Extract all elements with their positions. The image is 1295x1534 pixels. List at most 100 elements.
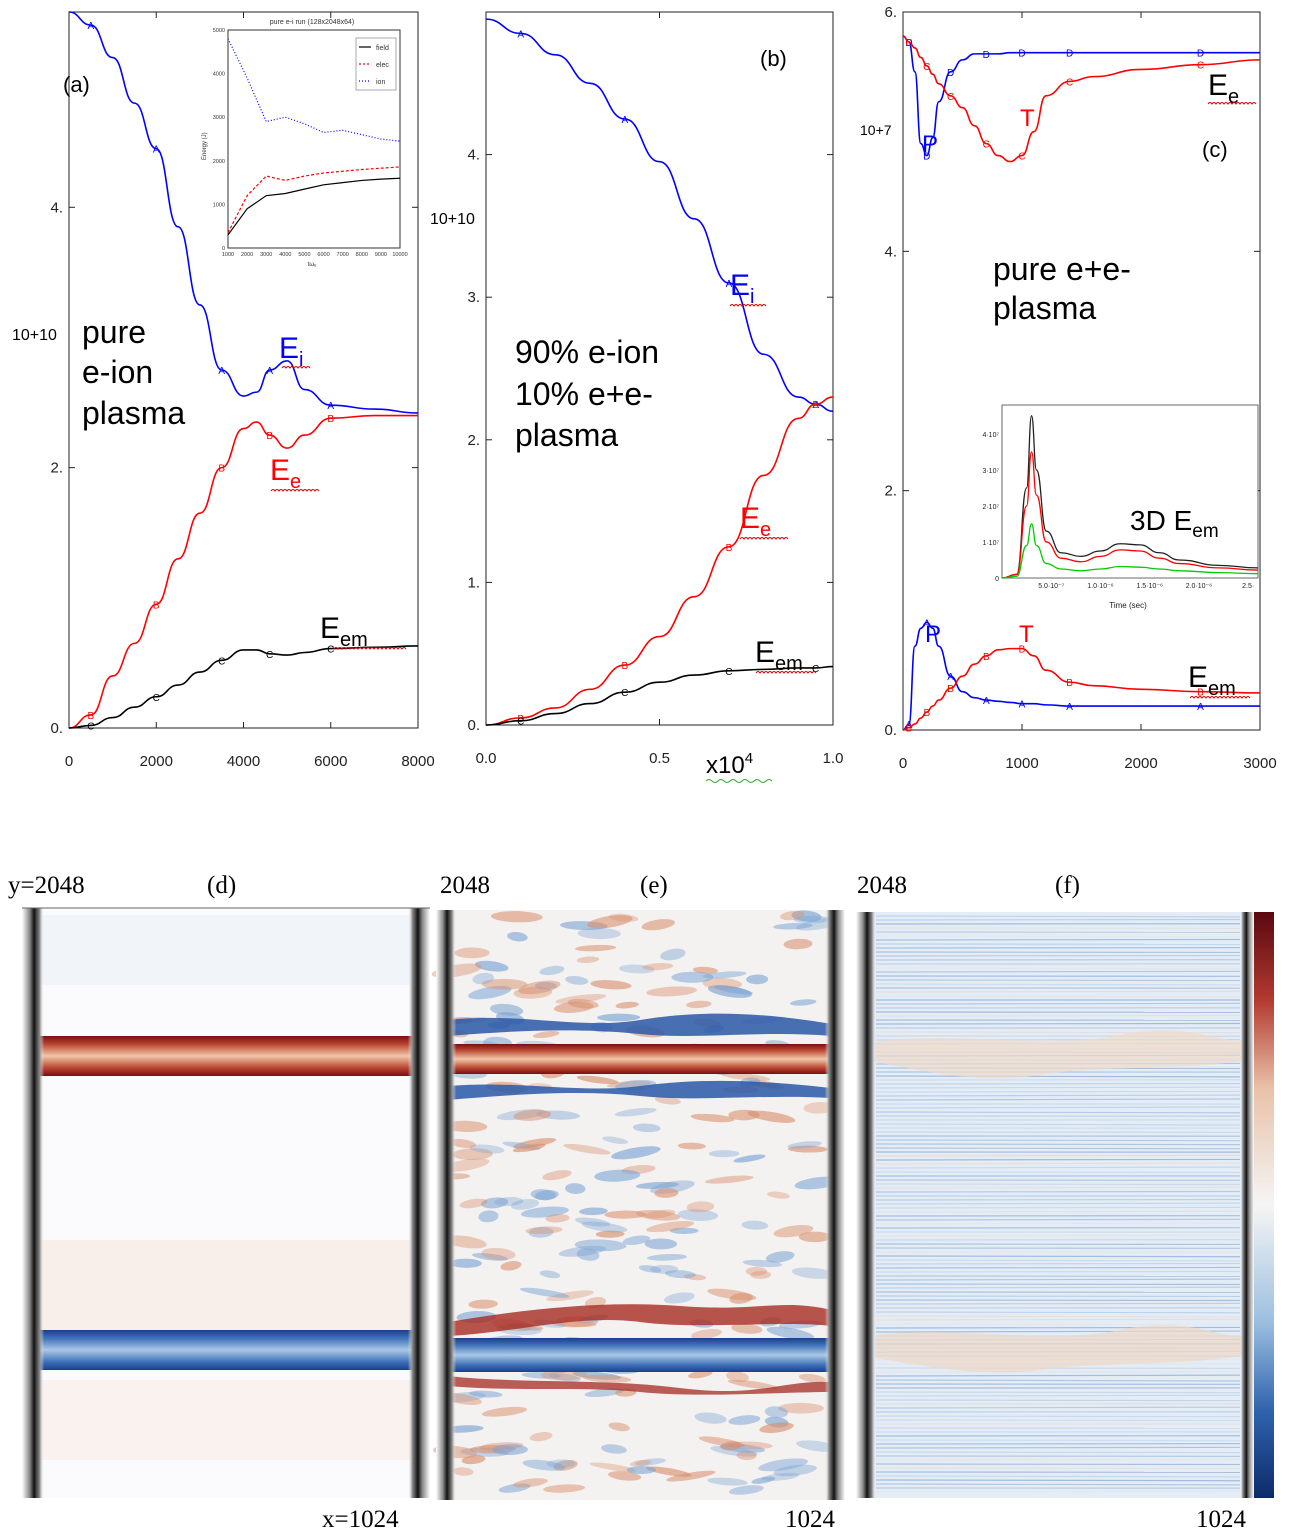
panel-b-label-ee: Ee [740,502,771,541]
x-tick-label: 0 [65,753,73,770]
texture-blob [498,1483,531,1493]
texture-line [875,1255,1241,1258]
series-marker: B [1197,688,1204,699]
texture-blob [577,927,621,940]
texture-line [875,1090,1241,1093]
texture-blob [646,1253,688,1261]
inset-c-y-tick: 2·10⁷ [982,504,999,511]
texture-line [875,1162,1241,1165]
texture-line [875,990,1241,993]
texture-blob [671,971,714,983]
texture-blob [634,1458,666,1466]
texture-blob [686,1201,715,1213]
spelling-squiggle [270,489,320,492]
texture-line [875,970,1241,973]
panel-b-xticks: 0.0 0.5 1.0 [476,750,844,767]
series-marker: A [1019,700,1026,711]
x-tick-label: 0.5 [649,750,670,767]
inset-y-tick: 2000 [213,159,225,165]
texture-blob [626,1466,657,1474]
x-tick-label: 1.0 [823,750,844,767]
texture-line [875,1190,1241,1193]
texture-blob [645,1466,692,1477]
texture-blob [759,1422,794,1433]
x-tick-label: 1000 [1005,755,1038,772]
spelling-squiggle [1189,696,1251,699]
texture-line [875,1111,1241,1114]
texture-line [875,1139,1241,1142]
series-marker: D [905,38,912,49]
texture-blob [468,1299,498,1309]
panel-f-ylabel: 2048 [857,872,907,899]
heatmap-d-right-edge [408,908,430,1498]
texture-blob [707,1288,757,1301]
inset-c-frame [1001,404,1259,579]
texture-blob [650,1264,679,1274]
panel-a-label-ei: Ei [279,332,303,371]
panel-c-label: (c) [1202,137,1228,162]
texture-blob [791,910,822,922]
texture-blob [798,1231,832,1243]
panel-c-annotation-1: pure e+e- [993,251,1131,287]
series-marker: A [266,366,273,377]
panel-b-yticks: 0. 1. 2. 3. 4. [467,147,480,734]
texture-blob [512,1143,546,1153]
panel-c-label-eem: Eem [1188,661,1236,700]
heatmap-e-right-edge [825,910,845,1500]
texture-line [875,979,1241,982]
texture-blob [773,1464,817,1477]
series-marker: B [153,600,160,611]
texture-blob [728,1441,773,1450]
inset-c-y-tick: 0 [995,576,999,583]
texture-line [875,1406,1241,1409]
series-marker: C [266,650,273,661]
panel-d-label: (d) [207,872,236,899]
panel-f-xlabel: 1024 [1196,1506,1247,1533]
series-marker: D [1066,49,1073,60]
texture-blob [521,1372,562,1379]
heatmap-e-blue-wave-2 [448,1080,832,1100]
series-marker: C [153,693,160,704]
texture-line [875,1086,1241,1089]
texture-blob [644,1238,678,1250]
texture-blob [629,1459,652,1467]
panel-a-label-ee: Ee [270,454,301,493]
inset-x-tick: 8000 [356,252,368,258]
y-tick-label: 4. [884,243,897,260]
panel-e-ylabel: 2048 [440,872,490,899]
series-marker: D [947,68,954,79]
texture-line [875,1451,1241,1454]
texture-line [875,1154,1241,1157]
spelling-squiggle [333,647,407,650]
inset-x-tick: 1000 [222,252,234,258]
panel-a-annotation-3: plasma [82,395,185,431]
texture-blob [742,1259,783,1268]
texture-line [875,1415,1241,1418]
texture-line [875,1299,1241,1302]
texture-blob [708,1150,740,1158]
series-line-e-em [68,645,419,729]
texture-blob [452,1467,474,1476]
series-line-e-e [68,414,418,729]
texture-line [875,1467,1241,1470]
texture-line [875,1206,1241,1209]
heatmap-f-feature-bottom [875,1325,1245,1373]
series-line-e-e [485,396,834,726]
panel-e-label: (e) [640,872,668,899]
texture-blob [611,1146,661,1160]
inset-title: pure e-i run (128x2048x64) [270,19,354,26]
panel-c-frame [902,11,1261,731]
series-marker: D [1197,49,1204,60]
texture-blob [582,1374,632,1383]
texture-line [875,1266,1241,1269]
texture-blob [741,1220,769,1230]
texture-line [875,1463,1241,1466]
panel-b-annotation-3: plasma [515,417,618,453]
texture-line [875,1014,1241,1017]
texture-line [875,967,1241,970]
texture-blob [694,1412,727,1424]
series-marker: C [905,38,912,49]
